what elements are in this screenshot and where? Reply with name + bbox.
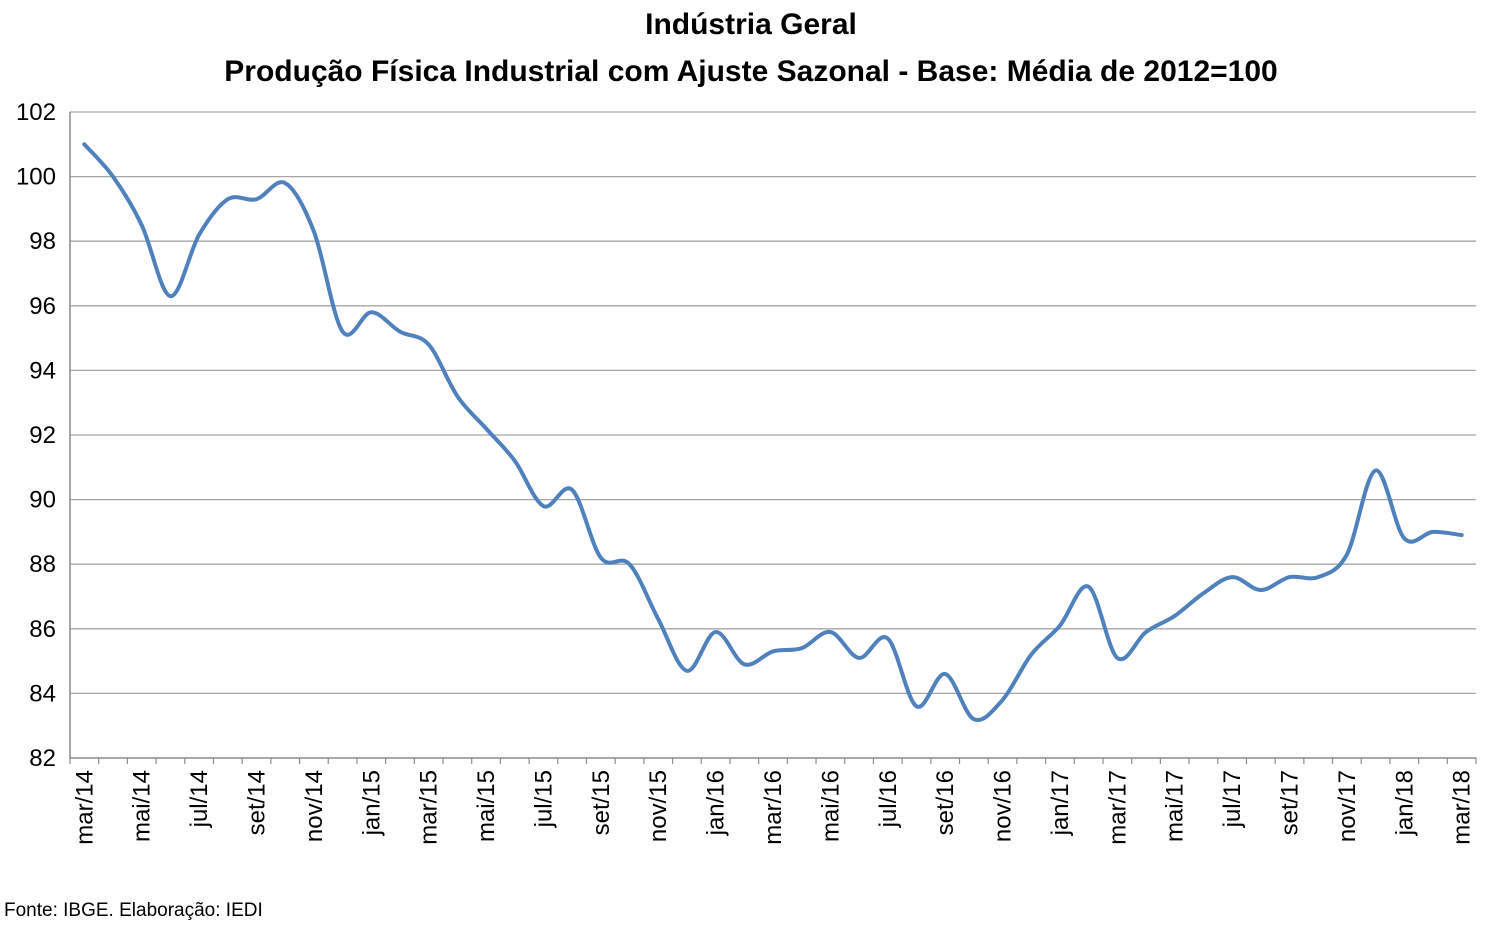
x-tick-label: jul/16	[875, 770, 902, 828]
y-tick-label: 100	[16, 164, 56, 191]
x-tick-label: jul/14	[186, 770, 213, 828]
x-tick-labels: mar/14 mai/14 jul/14 set/14 nov/14 jan/15 mar/…	[71, 770, 1475, 845]
x-tick-label: set/15	[588, 770, 615, 835]
x-tick-label: jul/15	[530, 770, 557, 828]
series-layer	[82, 142, 1464, 723]
x-tick-label: jul/17	[1219, 770, 1246, 828]
x-tick-label: mar/16	[760, 770, 787, 845]
x-tick-label: nov/15	[645, 770, 672, 842]
x-tick-label: set/16	[932, 770, 959, 835]
y-tick-labels: 82 84 86 88 90 92 94 96 98 100 102	[16, 99, 56, 772]
y-tick-label: 98	[29, 228, 56, 255]
y-tick-label: 102	[16, 99, 56, 126]
x-tick-label: jan/17	[1047, 770, 1074, 836]
chart-title: Indústria Geral	[645, 8, 857, 41]
x-tick-label: mai/15	[473, 770, 500, 842]
y-tick-label: 84	[29, 680, 56, 707]
x-tick-label: jan/15	[358, 770, 385, 836]
x-tick-label: mai/17	[1162, 770, 1189, 842]
x-tick-label: mar/17	[1104, 770, 1131, 845]
x-tick-label: nov/16	[990, 770, 1017, 842]
x-tick-label: set/14	[244, 770, 271, 835]
x-tick-label: mar/14	[71, 770, 98, 845]
y-tick-label: 88	[29, 551, 56, 578]
x-tick-label: set/17	[1276, 770, 1303, 835]
x-tick-label: nov/17	[1334, 770, 1361, 842]
x-tick-label: jan/18	[1391, 770, 1418, 836]
y-tick-label: 82	[29, 745, 56, 772]
x-tick-label: mar/15	[416, 770, 443, 845]
x-tick-label: mai/14	[129, 770, 156, 842]
y-tick-label: 86	[29, 616, 56, 643]
y-tick-label: 94	[29, 357, 56, 384]
x-tick-label: jan/16	[703, 770, 730, 836]
y-tick-label: 96	[29, 293, 56, 320]
gridlines	[70, 111, 1476, 695]
source-note: Fonte: IBGE. Elaboração: IEDI	[4, 900, 263, 921]
x-tick-label: mar/18	[1449, 770, 1476, 845]
x-tick-label: nov/14	[301, 770, 328, 842]
chart-subtitle: Produção Física Industrial com Ajuste Sa…	[224, 55, 1278, 88]
y-tick-label: 92	[29, 422, 56, 449]
y-tick-label: 90	[29, 487, 56, 514]
series-line	[82, 142, 1464, 723]
x-tick-label: mai/16	[817, 770, 844, 842]
axes	[69, 112, 1477, 764]
